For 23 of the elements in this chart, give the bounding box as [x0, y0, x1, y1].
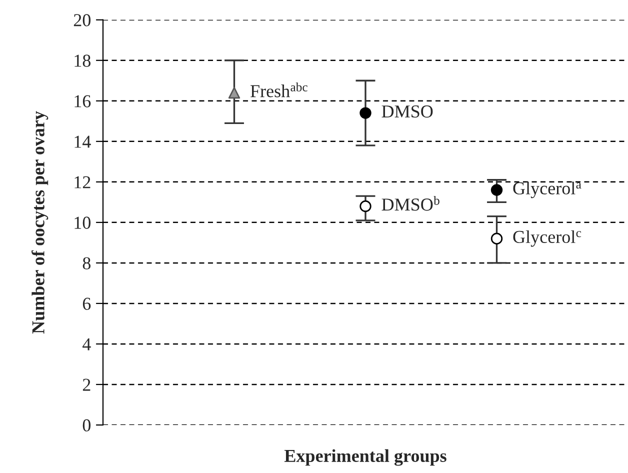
y-tick-label: 4 — [82, 338, 91, 350]
y-tick-label: 6 — [82, 298, 91, 310]
series-label: Fresh$^{abc}$ — [250, 82, 308, 98]
y-tick-label: 2 — [82, 378, 90, 391]
series-label: Glycerol$^{a}$ — [513, 182, 582, 198]
point — [490, 184, 503, 196]
y-tick-label: 16 — [74, 95, 91, 108]
y-tick-label: 8 — [82, 257, 90, 270]
y-tick-label: 10 — [74, 216, 90, 229]
y-tick-label: 0 — [82, 419, 90, 432]
point — [228, 86, 240, 99]
point — [490, 232, 503, 244]
series-label: DMSO — [382, 105, 433, 118]
series-label: DMSO$^{b}$ — [382, 196, 440, 211]
point — [360, 200, 372, 212]
series-label: Glycerol$^{c}$ — [513, 230, 582, 247]
x-axis-title: Experimental groups — [284, 449, 446, 466]
y-tick-label: 14 — [74, 136, 91, 148]
point — [360, 107, 372, 119]
y-tick-label: 20 — [74, 14, 90, 26]
y-tick-label: 18 — [74, 54, 90, 67]
y-axis-title: Number of oocytes per ovary — [32, 111, 48, 334]
y-tick-label: 12 — [74, 176, 90, 188]
